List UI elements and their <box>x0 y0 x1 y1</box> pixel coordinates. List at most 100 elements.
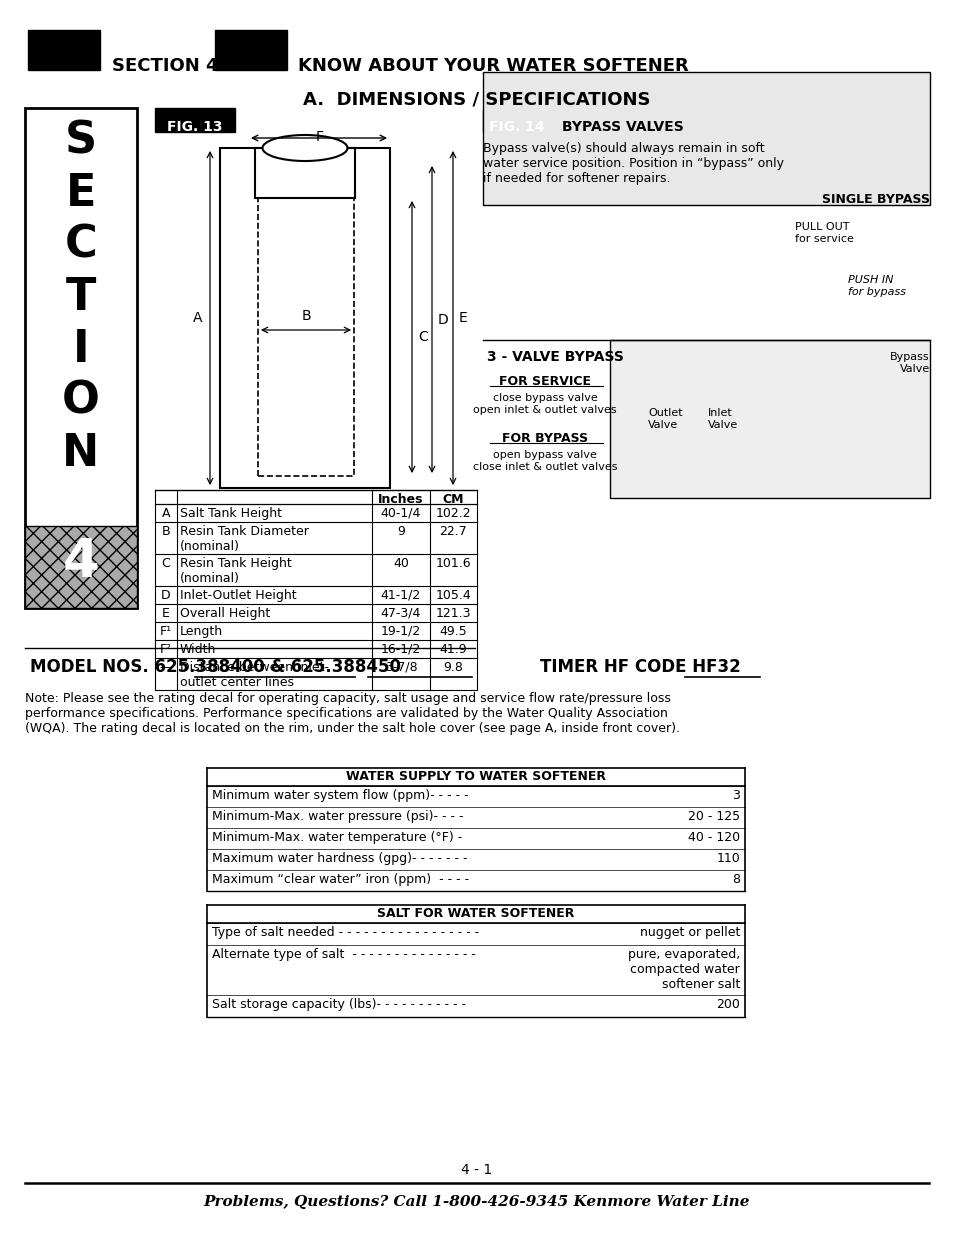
Text: close bypass valve
open inlet & outlet valves: close bypass valve open inlet & outlet v… <box>473 393 617 415</box>
Text: E: E <box>66 172 96 216</box>
Bar <box>254 147 355 198</box>
Text: Resin Tank Diameter
(nominal): Resin Tank Diameter (nominal) <box>180 525 309 553</box>
Text: 9: 9 <box>396 525 404 538</box>
Text: nugget or pellet: nugget or pellet <box>639 926 740 939</box>
Text: Maximum “clear water” iron (ppm)  - - - -: Maximum “clear water” iron (ppm) - - - - <box>212 873 469 886</box>
Text: Bypass
Valve: Bypass Valve <box>889 352 929 374</box>
Text: 19-1/2: 19-1/2 <box>380 624 420 638</box>
Text: C: C <box>161 558 171 570</box>
Text: 4: 4 <box>63 536 99 589</box>
Text: 40: 40 <box>393 558 409 570</box>
Text: Alternate type of salt  - - - - - - - - - - - - - - -: Alternate type of salt - - - - - - - - -… <box>212 948 476 961</box>
Text: F²: F² <box>160 643 172 655</box>
Text: Problems, Questions? Call 1-800-426-9345 Kenmore Water Line: Problems, Questions? Call 1-800-426-9345… <box>204 1194 749 1209</box>
Text: 3: 3 <box>731 789 740 802</box>
Text: Length: Length <box>180 624 223 638</box>
Text: 4 - 1: 4 - 1 <box>461 1163 492 1177</box>
Text: KNOW ABOUT YOUR WATER SOFTENER: KNOW ABOUT YOUR WATER SOFTENER <box>297 57 688 76</box>
Text: Distance between inlet-
outlet center lines: Distance between inlet- outlet center li… <box>180 660 329 689</box>
Text: A: A <box>162 507 170 520</box>
Bar <box>609 339 929 498</box>
Ellipse shape <box>262 135 347 161</box>
Text: FIG. 14: FIG. 14 <box>489 120 544 134</box>
Text: MODEL NOS. 625.388400 & 625.388450: MODEL NOS. 625.388400 & 625.388450 <box>30 658 400 676</box>
Text: SALT FOR WATER SOFTENER: SALT FOR WATER SOFTENER <box>377 907 574 921</box>
Text: Bypass valve(s) should always remain in soft
water service position. Position in: Bypass valve(s) should always remain in … <box>482 142 783 185</box>
Bar <box>28 30 100 69</box>
Text: N: N <box>62 432 99 475</box>
Text: Inches: Inches <box>377 493 423 506</box>
Text: 3-7/8: 3-7/8 <box>384 660 416 674</box>
Text: open bypass valve
close inlet & outlet valves: open bypass valve close inlet & outlet v… <box>473 450 617 472</box>
Text: 3 - VALVE BYPASS: 3 - VALVE BYPASS <box>486 349 623 364</box>
Text: 41-1/2: 41-1/2 <box>380 589 420 602</box>
Text: 49.5: 49.5 <box>439 624 467 638</box>
Bar <box>220 147 390 488</box>
Text: 8: 8 <box>731 873 740 886</box>
Text: C: C <box>417 330 427 344</box>
Text: A.  DIMENSIONS / SPECIFICATIONS: A. DIMENSIONS / SPECIFICATIONS <box>303 90 650 108</box>
Bar <box>154 108 234 133</box>
Text: SINGLE BYPASS: SINGLE BYPASS <box>821 193 929 206</box>
Text: FOR SERVICE: FOR SERVICE <box>498 375 590 388</box>
Text: 16-1/2: 16-1/2 <box>380 643 420 655</box>
Bar <box>25 527 137 608</box>
Bar <box>482 72 929 204</box>
Text: B: B <box>301 309 311 323</box>
Text: Overall Height: Overall Height <box>180 607 270 620</box>
Text: 9.8: 9.8 <box>443 660 463 674</box>
Text: Salt Tank Height: Salt Tank Height <box>180 507 282 520</box>
Text: E: E <box>458 311 467 325</box>
Text: 110: 110 <box>716 852 740 865</box>
Text: 40 - 120: 40 - 120 <box>687 831 740 844</box>
Text: Salt storage capacity (lbs)- - - - - - - - - - -: Salt storage capacity (lbs)- - - - - - -… <box>212 997 465 1011</box>
Text: D: D <box>161 589 171 602</box>
Text: 101.6: 101.6 <box>436 558 471 570</box>
Text: 200: 200 <box>716 997 740 1011</box>
Text: F¹: F¹ <box>160 624 172 638</box>
Text: S: S <box>65 120 97 164</box>
Text: B: B <box>161 525 171 538</box>
Text: BYPASS VALVES: BYPASS VALVES <box>561 120 683 134</box>
Text: Resin Tank Height
(nominal): Resin Tank Height (nominal) <box>180 558 292 585</box>
Text: CM: CM <box>442 493 464 506</box>
Text: PUSH IN
for bypass: PUSH IN for bypass <box>847 275 905 296</box>
Text: F: F <box>315 130 324 144</box>
Text: Minimum water system flow (ppm)- - - - -: Minimum water system flow (ppm)- - - - - <box>212 789 468 802</box>
Bar <box>257 198 354 476</box>
Text: Maximum water hardness (gpg)- - - - - - -: Maximum water hardness (gpg)- - - - - - … <box>212 852 467 865</box>
Text: SECTION 4: SECTION 4 <box>112 57 218 76</box>
Text: I: I <box>72 328 90 370</box>
Text: 22.7: 22.7 <box>439 525 467 538</box>
Text: 102.2: 102.2 <box>436 507 471 520</box>
Text: 40-1/4: 40-1/4 <box>380 507 420 520</box>
Text: O: O <box>62 380 100 422</box>
Bar <box>482 110 551 133</box>
Text: Minimum-Max. water temperature (°F) -: Minimum-Max. water temperature (°F) - <box>212 831 462 844</box>
Text: FOR BYPASS: FOR BYPASS <box>501 432 587 445</box>
Text: A: A <box>193 311 202 325</box>
Text: 41.9: 41.9 <box>439 643 467 655</box>
Bar <box>214 30 287 69</box>
Text: PULL OUT
for service: PULL OUT for service <box>794 222 853 244</box>
Text: TIMER HF CODE HF32: TIMER HF CODE HF32 <box>539 658 740 676</box>
Text: Minimum-Max. water pressure (psi)- - - -: Minimum-Max. water pressure (psi)- - - - <box>212 810 463 823</box>
Text: 105.4: 105.4 <box>436 589 471 602</box>
Text: 121.3: 121.3 <box>436 607 471 620</box>
Text: Inlet
Valve: Inlet Valve <box>707 408 738 430</box>
Text: Note: Please see the rating decal for operating capacity, salt usage and service: Note: Please see the rating decal for op… <box>25 693 679 735</box>
Text: Inlet-Outlet Height: Inlet-Outlet Height <box>180 589 296 602</box>
Text: C: C <box>65 224 97 266</box>
Text: Type of salt needed - - - - - - - - - - - - - - - - -: Type of salt needed - - - - - - - - - - … <box>212 926 478 939</box>
Text: 20 - 125: 20 - 125 <box>687 810 740 823</box>
Text: Outlet
Valve: Outlet Valve <box>647 408 682 430</box>
Text: D: D <box>437 313 448 327</box>
Bar <box>25 108 137 608</box>
Text: 47-3/4: 47-3/4 <box>380 607 420 620</box>
Text: Width: Width <box>180 643 216 655</box>
Text: T: T <box>66 276 96 318</box>
Text: FIG. 13: FIG. 13 <box>167 120 222 134</box>
Text: WATER SUPPLY TO WATER SOFTENER: WATER SUPPLY TO WATER SOFTENER <box>346 769 605 783</box>
Text: pure, evaporated,
compacted water
softener salt: pure, evaporated, compacted water soften… <box>627 948 740 991</box>
Text: E: E <box>162 607 170 620</box>
